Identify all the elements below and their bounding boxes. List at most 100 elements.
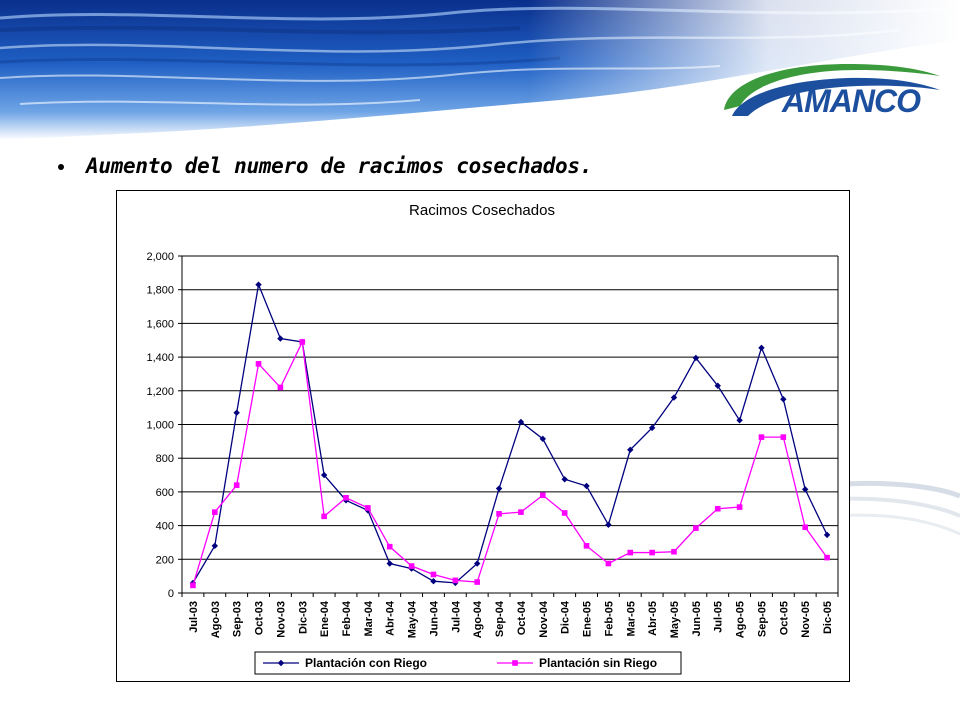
gridlines <box>182 255 838 594</box>
y-tick-label: 1,600 <box>146 318 174 330</box>
x-tick-label: Dic-05 <box>822 601 834 634</box>
data-point <box>693 525 699 531</box>
bullet-point: Aumento del numero de racimos cosechados… <box>58 148 918 184</box>
series-layer <box>189 281 831 589</box>
data-point <box>714 382 721 389</box>
x-tick-label: May-04 <box>407 600 419 638</box>
x-tick-label: Nov-03 <box>275 601 287 638</box>
x-tick-label: Mar-05 <box>625 601 637 636</box>
y-tick-label: 0 <box>168 588 174 600</box>
amanco-logo: AMANCO <box>724 64 940 119</box>
data-point <box>365 505 371 511</box>
y-tick-label: 200 <box>156 554 174 566</box>
data-point <box>824 554 830 561</box>
x-tick-label: Dic-04 <box>560 600 572 634</box>
data-point <box>430 578 437 585</box>
data-point <box>649 549 655 556</box>
data-point <box>692 354 700 362</box>
bullet-text: Aumento del numero de racimos cosechados… <box>86 154 593 178</box>
x-tick-label: Ene-05 <box>582 601 594 637</box>
data-point <box>670 394 678 401</box>
x-tick-label: Feb-05 <box>603 601 615 636</box>
chart-title: Racimos Cosechados <box>409 202 555 219</box>
x-tick-label: Feb-04 <box>341 600 353 636</box>
x-tick-label: Jun-04 <box>428 600 440 636</box>
x-tick-label: Nov-05 <box>800 601 812 638</box>
x-tick-label: Abr-05 <box>647 601 659 636</box>
data-point <box>802 486 809 493</box>
data-point <box>540 492 546 499</box>
axes: 0 200 400 600 800 1,000 1,200 1,400 1,600 1,800 2,… <box>146 251 839 638</box>
data-point <box>321 513 327 520</box>
y-tick-label: 600 <box>156 487 174 499</box>
x-tick-label: Jul-04 <box>450 600 462 633</box>
series-line-1 <box>192 282 828 584</box>
data-point <box>255 281 262 288</box>
data-point <box>780 434 787 440</box>
x-tick-label: Sep-04 <box>494 600 506 637</box>
data-point <box>802 524 808 531</box>
legend-marker <box>277 659 285 667</box>
y-tick-label: 2,000 <box>146 251 174 263</box>
x-tick-label: Ene-04 <box>319 600 331 637</box>
data-point <box>343 494 349 501</box>
data-point <box>627 446 634 453</box>
x-tick-label: Ago-04 <box>472 600 484 638</box>
data-point <box>605 521 612 528</box>
legend-label: Plantación con Riego <box>305 656 427 670</box>
data-point <box>299 339 306 345</box>
data-point <box>190 582 196 589</box>
x-tick-label: Ago-05 <box>735 601 747 638</box>
data-point <box>583 543 590 549</box>
data-point <box>430 571 437 578</box>
data-point <box>561 510 568 516</box>
data-point <box>780 396 787 403</box>
data-point <box>233 482 240 488</box>
data-point <box>583 482 590 490</box>
data-point <box>714 505 721 512</box>
y-tick-label: 1,400 <box>146 352 174 364</box>
legend: Plantación con Riego Plantación sin Riego <box>254 651 682 675</box>
data-point <box>758 434 765 440</box>
y-tick-label: 800 <box>156 453 174 465</box>
data-point <box>452 577 459 584</box>
data-point <box>233 409 240 416</box>
x-tick-label: Ago-03 <box>210 601 222 638</box>
data-point <box>211 542 218 550</box>
y-tick-label: 400 <box>156 521 174 533</box>
x-tick-label: Abr-04 <box>385 600 397 636</box>
data-point <box>736 417 743 424</box>
data-point <box>495 485 503 492</box>
x-tick-label: Oct-04 <box>516 600 528 635</box>
brand-wordmark: AMANCO <box>781 83 921 119</box>
legend-marker <box>512 660 518 666</box>
data-point <box>627 549 634 556</box>
x-tick-label: Mar-04 <box>363 600 375 636</box>
x-tick-label: Nov-04 <box>538 600 550 638</box>
x-tick-label: May-05 <box>669 601 681 638</box>
x-tick-label: Jul-03 <box>188 601 200 633</box>
data-point <box>671 548 677 555</box>
y-tick-label: 1,000 <box>146 420 174 432</box>
data-point <box>408 563 415 569</box>
x-tick-label: Dic-03 <box>297 601 309 634</box>
data-point <box>823 531 831 539</box>
data-point <box>561 476 568 483</box>
x-tick-label: Jun-05 <box>691 601 703 636</box>
data-point <box>736 504 743 510</box>
data-point <box>496 511 502 517</box>
x-tick-label: Sep-05 <box>756 601 768 637</box>
data-point <box>758 344 765 352</box>
chart-frame <box>116 190 850 682</box>
x-tick-label: Oct-05 <box>778 601 790 635</box>
data-point <box>277 384 284 391</box>
data-point <box>474 579 480 585</box>
data-point <box>212 509 218 515</box>
data-point <box>648 424 656 432</box>
legend-box <box>254 651 682 675</box>
data-point <box>386 543 393 550</box>
line-chart: Racimos Cosechados 0 200 400 600 800 1,000 1,2… <box>146 202 839 675</box>
series-line-2 <box>192 339 828 586</box>
data-point <box>518 509 524 515</box>
legend-label: Plantación sin Riego <box>539 656 657 670</box>
